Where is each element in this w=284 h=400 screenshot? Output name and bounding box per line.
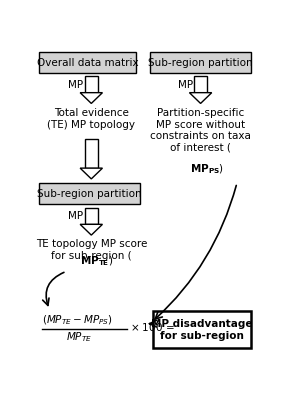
Text: MP disadvantage
for sub-region: MP disadvantage for sub-region bbox=[151, 319, 253, 341]
FancyArrowPatch shape bbox=[43, 272, 64, 306]
Text: Sub-region partition: Sub-region partition bbox=[148, 58, 253, 68]
Bar bbox=[85, 139, 97, 168]
Bar bbox=[85, 208, 97, 224]
Text: Partition-specific
MP score without
constraints on taxa
of interest (: Partition-specific MP score without cons… bbox=[150, 108, 251, 153]
Text: MP: MP bbox=[68, 80, 83, 90]
Polygon shape bbox=[80, 168, 103, 179]
FancyArrowPatch shape bbox=[155, 186, 236, 319]
Text: $(MP_{TE} - MP_{PS})$: $(MP_{TE} - MP_{PS})$ bbox=[42, 314, 113, 327]
Bar bbox=[85, 76, 97, 93]
Text: MP: MP bbox=[178, 80, 193, 90]
Bar bbox=[194, 76, 207, 93]
Text: MP: MP bbox=[68, 211, 83, 221]
Polygon shape bbox=[80, 224, 103, 235]
FancyArrowPatch shape bbox=[150, 320, 156, 327]
Text: Total evidence
(TE) MP topology: Total evidence (TE) MP topology bbox=[47, 108, 135, 130]
FancyBboxPatch shape bbox=[39, 52, 136, 74]
Polygon shape bbox=[80, 93, 103, 104]
Text: $MP_{TE}$: $MP_{TE}$ bbox=[66, 330, 93, 344]
FancyBboxPatch shape bbox=[39, 183, 140, 204]
Text: TE topology MP score
for sub-region (: TE topology MP score for sub-region ( bbox=[36, 239, 147, 260]
Text: $\mathbf{MP_{TE}}$): $\mathbf{MP_{TE}}$) bbox=[80, 254, 114, 268]
Text: Overall data matrix: Overall data matrix bbox=[37, 58, 138, 68]
FancyBboxPatch shape bbox=[150, 52, 251, 74]
Text: Sub-region partition: Sub-region partition bbox=[37, 188, 142, 198]
FancyBboxPatch shape bbox=[153, 311, 251, 348]
Polygon shape bbox=[189, 93, 212, 104]
Text: $\mathbf{MP_{PS}}$): $\mathbf{MP_{PS}}$) bbox=[191, 162, 224, 176]
Text: $\times$ 100 =: $\times$ 100 = bbox=[130, 320, 175, 332]
